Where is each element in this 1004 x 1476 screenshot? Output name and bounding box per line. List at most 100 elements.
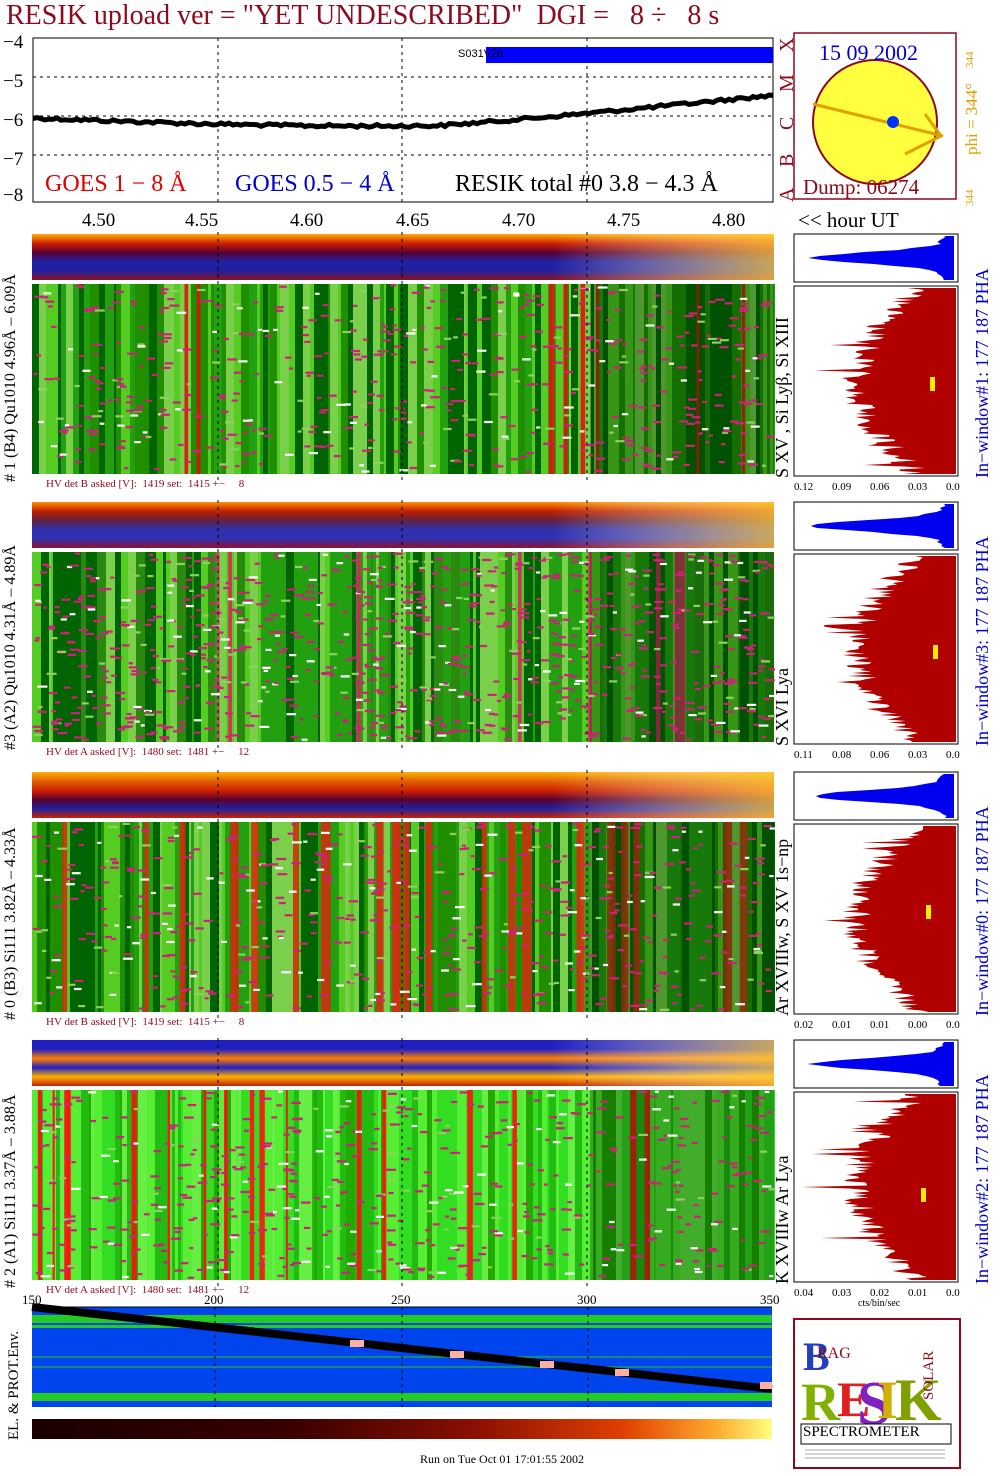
pha-small-hist — [815, 774, 954, 818]
svg-text:SOLAR: SOLAR — [921, 1351, 937, 1400]
hv-info: HV det B asked [V]: 1419 set: 1415 +− 8 — [46, 478, 245, 490]
svg-text:RAG: RAG — [817, 1345, 851, 1362]
env-tick: 200 — [204, 1292, 224, 1307]
colorbar — [32, 1419, 772, 1439]
pha-main-hist — [801, 1094, 956, 1280]
svg-text:K: K — [895, 1367, 942, 1433]
pha-tick: 0.00 — [946, 1019, 960, 1031]
pha-small-hist — [810, 504, 954, 548]
pha-tick: 0.06 — [870, 481, 890, 493]
time-tick: 4.65 — [396, 210, 430, 231]
svg-text:R: R — [801, 1372, 841, 1432]
environment-plot — [31, 1303, 773, 1439]
spectrum-image — [32, 770, 775, 1020]
in-window-marker — [921, 1188, 926, 1202]
hv-info: HV det A asked [V]: 1480 set: 1481 +− 12 — [46, 1284, 250, 1296]
pha-tick: 0.11 — [794, 749, 813, 761]
time-tick: 4.50 — [82, 210, 116, 231]
sun-position-dot — [887, 116, 899, 128]
hv-info: HV det A asked [V]: 1480 set: 1481 +− 12 — [46, 746, 250, 758]
pha-tick: 0.02 — [794, 1019, 813, 1031]
pha-histogram: 0.11 0.08 0.06 0.03 0.00 — [793, 501, 960, 761]
time-tick: 4.60 — [290, 210, 324, 231]
phi-bottom: 344 — [964, 189, 976, 207]
time-tick: 4.70 — [502, 210, 536, 231]
svg-text:S: S — [857, 1370, 891, 1438]
channel-label: # 2 (A1) Si111 3.37Å – 3.88Å — [2, 1094, 19, 1288]
sun-disk-plot — [793, 32, 957, 200]
spectrum-image — [32, 500, 775, 750]
phi-label: phi = 344° — [962, 82, 981, 155]
run-timestamp: Run on Tue Oct 01 17:01:55 2002 — [420, 1452, 585, 1466]
time-unit-label: << hour UT — [798, 208, 899, 232]
pha-tick: 0.01 — [870, 1019, 889, 1031]
pha-main-hist — [824, 556, 956, 742]
sun-panel: 15 09 2002 Dump: 06274 — [793, 32, 958, 202]
spectrum-image — [32, 1038, 775, 1288]
page-title: RESIK upload ver = "YET UNDESCRIBED" DGI… — [6, 0, 720, 31]
resik-logo: B RAG R E S I K SOLAR SPECTROMETER — [793, 1318, 961, 1469]
svg-text:E: E — [837, 1371, 870, 1427]
hv-info: HV det B asked [V]: 1419 set: 1415 +− 8 — [46, 1016, 245, 1028]
y-tick: −5 — [3, 71, 24, 92]
in-window-marker — [926, 905, 931, 919]
pha-tick: 0.04 — [794, 1287, 814, 1299]
lightcurve-panel: −4 −5 −6 −7 −8 S031V2b GOES 1 − 8 Å GOES… — [0, 30, 790, 210]
env-tick: 150 — [22, 1292, 42, 1307]
legend-goes-long: GOES 1 − 8 Å — [45, 171, 187, 197]
env-tick: 250 — [391, 1292, 411, 1307]
in-window-label: In−window#1: 177 187 PHA — [972, 268, 992, 478]
y-tick: −8 — [3, 185, 24, 206]
pha-tick: 0.01 — [832, 1019, 851, 1031]
time-tick: 4.75 — [607, 210, 641, 231]
spectrum-panel: HV det A asked [V]: 1480 set: 1481 +− 12… — [0, 500, 1004, 762]
observation-bar — [486, 47, 773, 63]
in-window-marker — [933, 645, 938, 659]
in-window-label: In−window#0: 177 187 PHA — [972, 806, 992, 1016]
legend-resik-total: RESIK total #0 3.8 − 4.3 Å — [455, 171, 718, 197]
pha-tick: 0.12 — [794, 481, 813, 493]
resik-total-curve — [32, 92, 774, 131]
spectrum-panel: HV det B asked [V]: 1419 set: 1415 +− 8 #… — [0, 232, 1004, 494]
logo-graphic: B RAG R E S I K SOLAR — [800, 1334, 952, 1459]
spectrum-panel: HV det B asked [V]: 1419 set: 1415 +− 8 #… — [0, 770, 1004, 1032]
sun-disk — [812, 59, 938, 185]
lightcurve-plot — [32, 37, 774, 203]
environment-panel: 150 200 250 300 350 — [0, 1292, 790, 1445]
pha-xlabel: cts/bin/sec — [858, 1298, 901, 1309]
pha-tick: 0.06 — [870, 749, 890, 761]
pha-histogram: 0.04 0.03 0.02 0.01 0.00 — [793, 1039, 960, 1299]
pha-tick: 0.03 — [832, 1287, 852, 1299]
bar-label: S031V2b — [458, 48, 504, 60]
sun-dump: Dump: 06274 — [803, 175, 920, 199]
time-axis: 4.50 4.55 4.60 4.65 4.70 4.75 4.80 — [0, 210, 790, 234]
pha-small-hist — [808, 236, 954, 280]
in-window-marker — [930, 377, 935, 391]
pha-tick: 0.00 — [946, 481, 960, 493]
y-tick: −4 — [3, 32, 24, 53]
pha-tick: 0.02 — [870, 1287, 889, 1299]
spectrum-image — [32, 232, 775, 482]
pha-tick: 0.03 — [908, 481, 928, 493]
pha-tick: 0.00 — [946, 749, 960, 761]
channel-label: #3 (A2) Qu1010 4.31Å – 4.89Å — [2, 545, 19, 750]
y-tick: −6 — [3, 110, 24, 131]
legend-goes-short: GOES 0.5 − 4 Å — [235, 171, 395, 197]
pha-histogram: 0.12 0.09 0.06 0.03 0.00 — [793, 233, 960, 493]
sun-date: 15 09 2002 — [819, 40, 918, 65]
phi-top: 344 — [964, 51, 976, 69]
pha-histogram: 0.02 0.01 0.01 0.00 0.00 — [793, 771, 960, 1031]
env-tick: 300 — [577, 1292, 597, 1307]
svg-text:B: B — [803, 1334, 830, 1379]
pha-main-hist — [824, 826, 956, 1012]
time-tick: 4.55 — [185, 210, 219, 231]
channel-label: # 0 (B3) Si111 3.82Å – 4.33Å — [2, 827, 19, 1020]
in-window-label: In−window#3: 177 187 PHA — [972, 536, 992, 746]
environment-label: EL. & PROT.Env. — [6, 1330, 22, 1440]
in-window-label: In−window#2: 177 187 PHA — [972, 1074, 992, 1284]
time-tick: 4.80 — [712, 210, 746, 231]
pha-tick: 0.09 — [832, 481, 852, 493]
channel-label: # 1 (B4) Qu1010 4.96Å – 6.09Å — [2, 274, 19, 482]
pha-tick: 0.00 — [908, 1019, 928, 1031]
logo-spectrometer: SPECTROMETER — [803, 1424, 920, 1440]
